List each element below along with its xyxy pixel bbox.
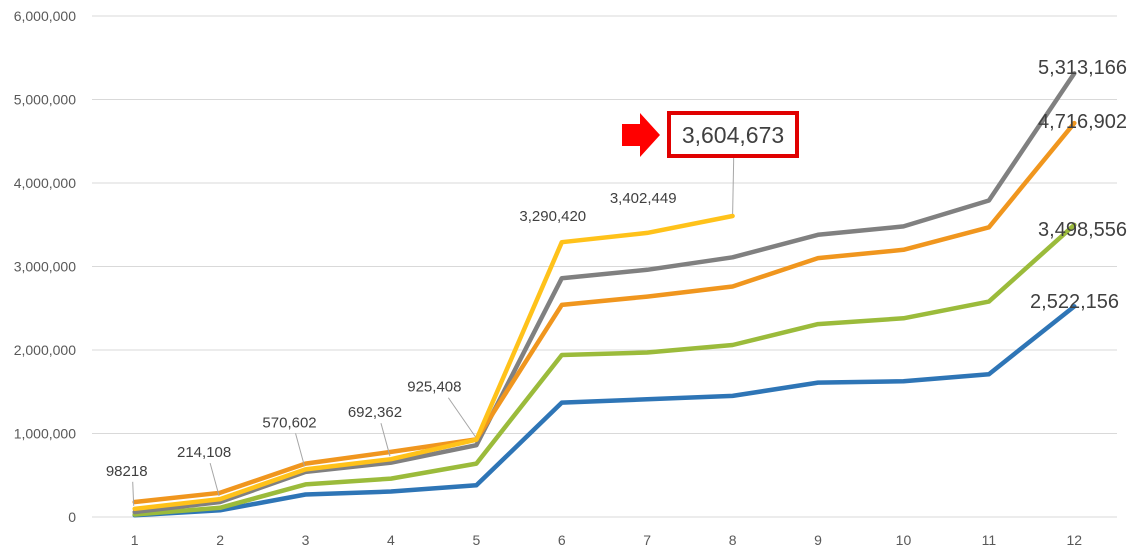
y-tick-label: 5,000,000 <box>14 92 76 108</box>
series-layer <box>132 71 1077 518</box>
y-tick-label: 1,000,000 <box>14 426 76 442</box>
callout-value: 3,604,673 <box>682 122 784 148</box>
x-tick-label: 8 <box>729 532 737 548</box>
label-leader-line <box>447 397 476 438</box>
x-tick-label: 6 <box>558 532 566 548</box>
series-line <box>132 304 1077 518</box>
x-tick-label: 3 <box>302 532 310 548</box>
y-tick-label: 6,000,000 <box>14 8 76 24</box>
data-labels: 98218 214,108 570,602 692,362 925,408 3,290,4… <box>106 57 1127 480</box>
x-tick-label: 1 <box>131 532 139 548</box>
callout-leader-line <box>732 158 735 215</box>
callout-arrow-icon <box>622 113 660 157</box>
series-line <box>132 222 1077 517</box>
label-leader-line <box>209 462 220 497</box>
label-leader-line <box>295 433 306 467</box>
y-tick-label: 0 <box>68 509 76 525</box>
data-label: 3,402,449 <box>610 190 677 207</box>
label-leader-line <box>132 481 135 506</box>
x-tick-label: 2 <box>216 532 224 548</box>
series-line <box>132 120 1077 505</box>
callout-box <box>667 111 799 158</box>
data-label: 98218 <box>106 463 148 480</box>
x-tick-label: 9 <box>814 532 822 548</box>
data-label: 570,602 <box>262 414 316 431</box>
x-axis: 1 2 3 4 5 6 7 8 9 10 11 12 <box>131 532 1082 548</box>
data-label: 692,362 <box>348 404 402 421</box>
y-axis: 0 1,000,000 2,000,000 3,000,000 4,000,000 5,0… <box>14 8 77 525</box>
data-label: 214,108 <box>177 444 231 461</box>
grid-layer <box>92 15 1117 518</box>
data-label: 4,716,902 <box>1038 111 1127 133</box>
x-tick-label: 5 <box>472 532 480 548</box>
x-tick-label: 11 <box>982 532 997 548</box>
series-line <box>132 213 735 512</box>
y-tick-label: 4,000,000 <box>14 175 76 191</box>
data-label: 5,313,166 <box>1038 57 1127 79</box>
data-label: 3,498,556 <box>1038 219 1127 241</box>
y-tick-label: 2,000,000 <box>14 342 76 358</box>
leader-lines <box>132 158 735 506</box>
x-tick-label: 10 <box>896 532 912 548</box>
data-label: 3,290,420 <box>519 208 586 225</box>
data-label: 2,522,156 <box>1030 291 1119 313</box>
y-tick-label: 3,000,000 <box>14 259 76 275</box>
data-label: 925,408 <box>407 379 461 396</box>
series-line <box>132 71 1077 515</box>
x-tick-label: 7 <box>643 532 651 548</box>
x-tick-label: 12 <box>1067 532 1083 548</box>
label-leader-line <box>380 423 391 457</box>
x-tick-label: 4 <box>387 532 395 548</box>
callout: 3,604,673 <box>622 111 799 158</box>
